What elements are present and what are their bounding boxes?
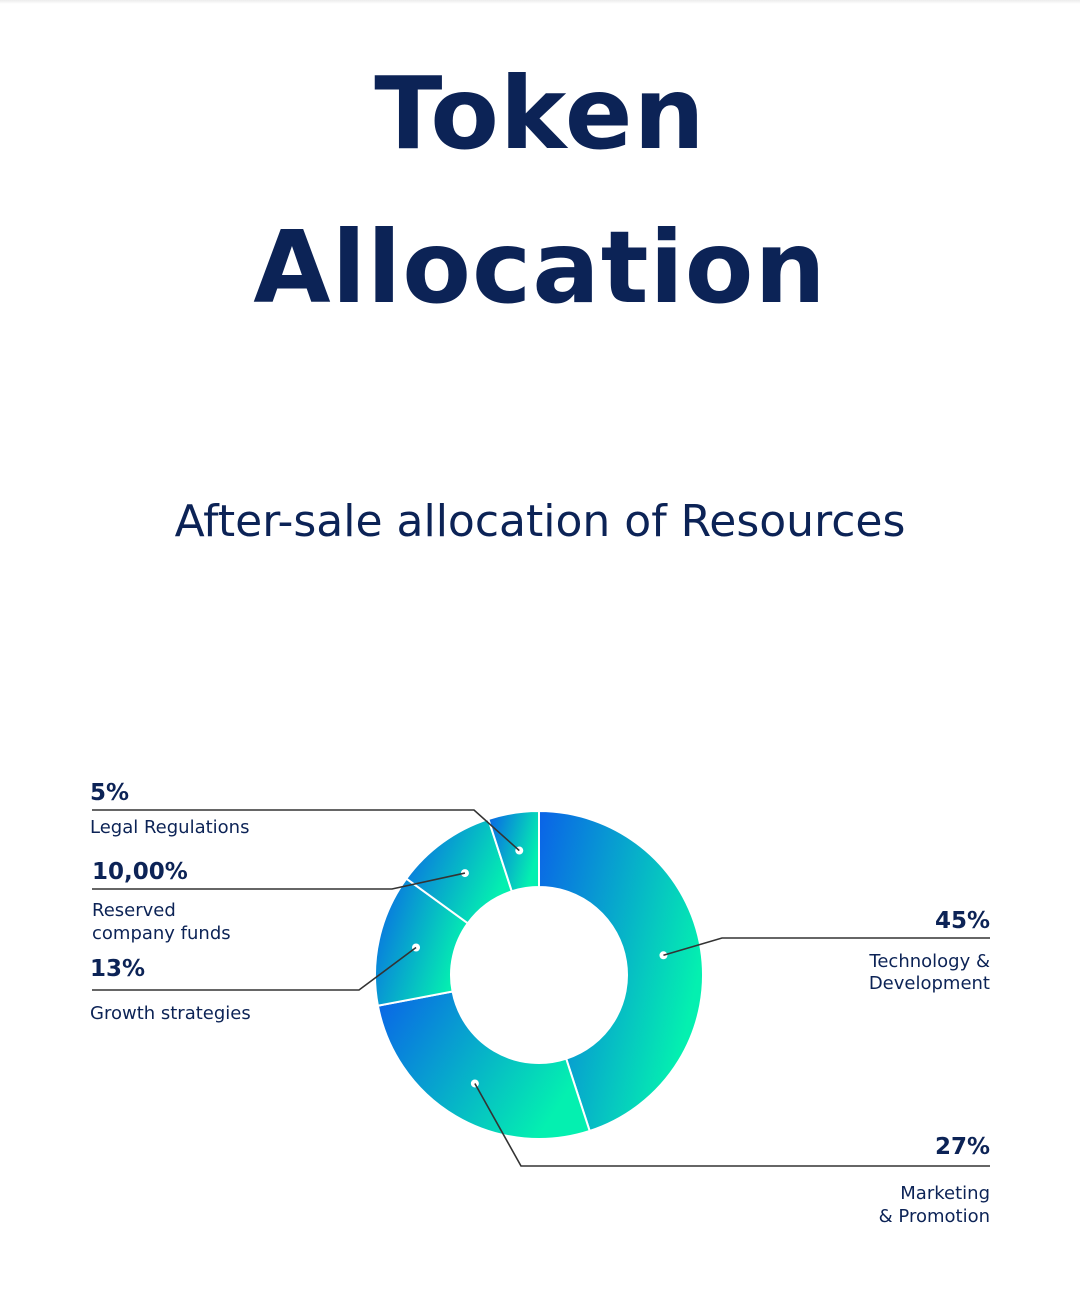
- leader-reserved-company-funds: [92, 872, 466, 890]
- labels-group: 45% Technology &Development 27% Marketing& …: [90, 780, 990, 1227]
- category-label-technology-development: Development: [869, 973, 990, 994]
- page-title-line-2: Allocation: [253, 209, 827, 326]
- leader-marketing-promotion: [474, 1083, 990, 1167]
- leader-legal-regulations: [92, 809, 520, 852]
- percent-label-reserved-company-funds: 10,00%: [92, 859, 188, 885]
- percent-label-legal-regulations: 5%: [90, 780, 129, 806]
- percent-label-growth-strategies: 13%: [90, 956, 145, 982]
- slice-technology-development: [538, 809, 704, 1133]
- category-label-marketing-promotion: & Promotion: [879, 1206, 990, 1227]
- category-label-legal-regulations: Legal Regulations: [90, 817, 249, 838]
- slice-legal-regulations: [487, 809, 540, 893]
- leaders-group: [92, 809, 990, 1167]
- page-title-line-1: Token: [374, 55, 706, 172]
- top-shadow: [0, 0, 1080, 4]
- percent-label-technology-development: 45%: [935, 908, 990, 934]
- category-label-growth-strategies: Growth strategies: [90, 1003, 251, 1024]
- slices-group: [374, 809, 704, 1140]
- percent-label-marketing-promotion: 27%: [935, 1134, 990, 1160]
- slice-marketing-promotion: [376, 990, 591, 1140]
- chart-subtitle: After-sale allocation of Resources: [174, 496, 906, 547]
- category-label-technology-development: Technology &: [868, 951, 990, 972]
- category-label-reserved-company-funds: Reserved: [92, 900, 176, 921]
- leader-technology-development: [663, 937, 990, 957]
- category-label-reserved-company-funds: company funds: [92, 923, 231, 944]
- leader-growth-strategies: [92, 946, 417, 991]
- category-label-marketing-promotion: Marketing: [900, 1183, 990, 1204]
